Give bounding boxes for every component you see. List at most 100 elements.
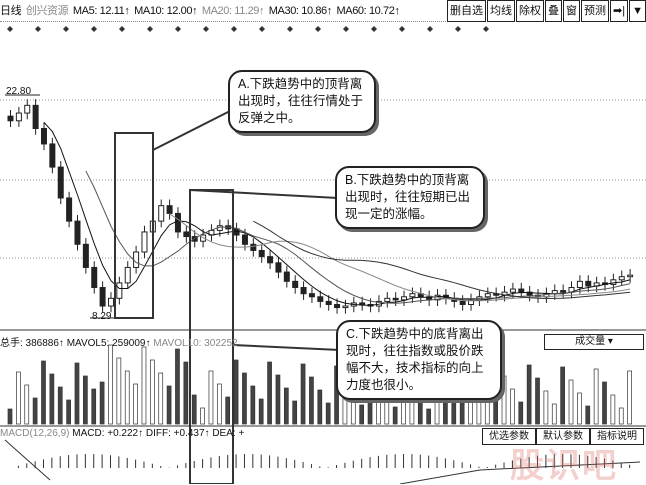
volume-bar — [141, 346, 147, 425]
volume-bar — [166, 385, 172, 425]
volume-bar — [551, 403, 557, 425]
ma-line — [43, 121, 631, 306]
ma5-value: MA5: 12.11↑ — [72, 5, 130, 17]
diamond-marker — [35, 26, 41, 32]
volume-bar — [133, 383, 138, 425]
callout-b: B.下跌趋势中的顶背离出现时，往往短期已出现一定的涨幅。 — [335, 166, 485, 229]
callout-a: A.下跌趋势中的顶背离出现时，往往行情处于反弹之中。 — [228, 70, 376, 133]
volume-bar — [24, 384, 30, 425]
arrow-right-icon[interactable]: ➡| — [610, 0, 629, 22]
candle-body — [585, 280, 592, 287]
volume-bar — [41, 360, 46, 425]
diamond-marker — [287, 26, 293, 32]
candle-body — [174, 212, 181, 233]
volume-bar — [32, 397, 38, 425]
diamond-marker — [231, 26, 237, 32]
indicator-help-button[interactable]: 指标说明 — [590, 428, 644, 445]
candle-body — [325, 300, 332, 305]
candle-body — [618, 276, 625, 281]
volume-bar — [560, 366, 565, 425]
diamond-marker — [483, 26, 489, 32]
volume-bar — [309, 376, 314, 425]
volume-bar — [16, 371, 21, 425]
mavol10: MAVOL10: 302252 — [153, 338, 238, 349]
volume-bar — [124, 370, 130, 425]
candle-body — [141, 231, 148, 253]
diamond-marker — [427, 26, 433, 32]
candle-body — [7, 115, 14, 122]
volume-bar — [602, 381, 607, 425]
candle-body — [166, 205, 173, 214]
volume-bar — [510, 388, 515, 425]
indicator-select[interactable]: 成交量 ▾ — [544, 334, 644, 350]
diamond-marker — [315, 26, 321, 32]
volume-bar — [325, 402, 331, 425]
volume-bar — [392, 406, 398, 425]
volume-bar — [116, 357, 122, 425]
candle-body — [233, 228, 240, 236]
low-price-label: 8.29 — [92, 311, 112, 322]
ma-line — [85, 170, 631, 304]
window-button[interactable]: 窗 — [563, 0, 581, 22]
candle-body — [15, 112, 22, 122]
ex-rights-button[interactable]: 除权 — [516, 0, 545, 22]
candle-body — [359, 302, 366, 305]
optimize-params-button[interactable]: 优选参数 — [482, 428, 536, 445]
ma20-value: MA20: 11.29↑ — [201, 5, 265, 17]
volume-bar — [225, 396, 231, 425]
diamond-marker — [259, 26, 265, 32]
volume-bar — [292, 400, 298, 425]
default-params-button[interactable]: 默认参数 — [536, 428, 590, 445]
volume-bar — [618, 407, 624, 425]
volume-bar — [484, 399, 490, 425]
mavol5: MAVOL5: 259009↑ — [66, 338, 151, 349]
candle-body — [133, 251, 140, 268]
volume-bar — [216, 383, 222, 425]
candle-body — [283, 271, 290, 282]
stock-name: 创兴资源 — [25, 5, 69, 17]
ma60-value: MA60: 10.72↑ — [336, 5, 400, 17]
candle-body — [292, 280, 299, 289]
candle-body — [518, 288, 525, 293]
volume-bar — [91, 388, 97, 425]
volume-bar — [258, 398, 264, 425]
volume-bar — [183, 361, 189, 425]
remove-favorite-button[interactable]: 删自选 — [447, 0, 487, 22]
candle-body — [82, 243, 89, 268]
volume-bar — [568, 379, 574, 425]
candle-body — [158, 205, 165, 222]
volume-bar — [175, 348, 180, 425]
diamond-marker — [203, 26, 209, 32]
candle-body — [267, 256, 274, 264]
forecast-button[interactable]: 预测 — [581, 0, 610, 22]
candle-body — [183, 231, 190, 238]
ma-button[interactable]: 均线 — [487, 0, 516, 22]
diamond-marker — [399, 26, 405, 32]
candle-body — [401, 296, 408, 301]
candle-body — [258, 249, 265, 258]
volume-bar — [242, 372, 247, 425]
macd-header: MACD(12,26,9) MACD: +0.222↑ DIFF: +0.437… — [0, 428, 244, 439]
candle-body — [250, 243, 257, 251]
candle-body — [484, 293, 491, 298]
volume-bar — [518, 401, 524, 425]
candle-body — [509, 288, 516, 293]
diamond-marker — [455, 26, 461, 32]
volume-bar — [526, 364, 532, 425]
dea-value: DEA: + — [212, 428, 245, 439]
volume-bar — [74, 362, 80, 425]
candle-body — [57, 166, 64, 199]
candle-body — [74, 220, 81, 245]
candle-body — [317, 296, 324, 302]
diamond-marker — [147, 26, 153, 32]
ma10-value: MA10: 12.00↑ — [134, 5, 198, 17]
candle-body — [300, 287, 307, 295]
total-volume: 总手: 386886↑ — [0, 338, 64, 349]
volume-bar — [501, 375, 507, 425]
diamond-marker — [63, 26, 69, 32]
volume-bar — [283, 387, 289, 425]
macd-dea-line — [399, 461, 641, 484]
overlay-button[interactable]: 叠 — [545, 0, 563, 22]
candle-body — [124, 266, 131, 284]
candle-body — [409, 293, 416, 298]
